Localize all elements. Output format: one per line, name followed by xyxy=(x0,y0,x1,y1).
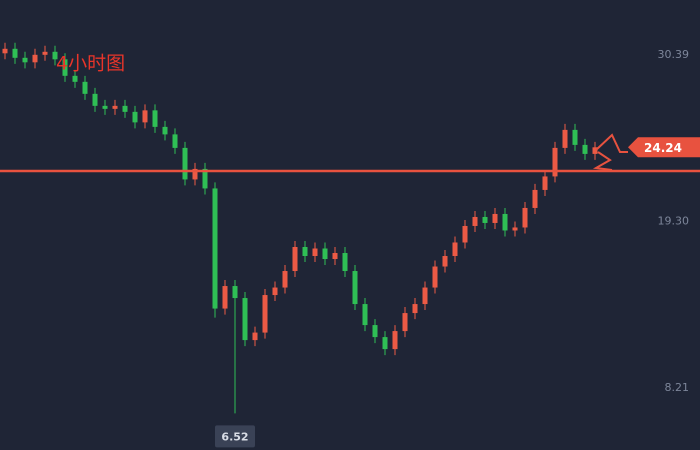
candle-body xyxy=(92,93,98,106)
candle-body xyxy=(492,213,498,223)
low-label-box xyxy=(215,425,255,448)
candle-body xyxy=(382,337,388,350)
candle-body xyxy=(212,188,218,309)
candle-body xyxy=(392,331,398,350)
candle-body xyxy=(362,304,368,326)
candle-body xyxy=(532,189,538,208)
candle-body xyxy=(522,207,528,228)
candle-body xyxy=(242,298,248,341)
candle-body xyxy=(72,75,78,82)
candle-body xyxy=(162,126,168,135)
candle-body xyxy=(42,51,48,55)
low-label: 6.52 xyxy=(221,430,248,443)
candle-body xyxy=(52,51,58,60)
candle-body xyxy=(62,59,68,76)
candle-body xyxy=(292,246,298,272)
candle-body xyxy=(222,286,228,309)
y-tick-label: 30.39 xyxy=(658,48,690,61)
candle-body xyxy=(462,225,468,243)
candle-body xyxy=(342,253,348,272)
candle-body xyxy=(592,147,598,154)
candle-body xyxy=(182,147,188,180)
plot: 30.39 19.30 8.21 6.52 xyxy=(2,42,690,448)
candle-body xyxy=(442,256,448,267)
candle-body xyxy=(512,227,518,231)
candle-body xyxy=(282,271,288,288)
candle-body xyxy=(582,144,588,154)
candle-body xyxy=(122,105,128,112)
candle-body xyxy=(402,313,408,332)
candle-body xyxy=(112,105,118,109)
candle-body xyxy=(152,110,158,127)
candle-body xyxy=(102,105,108,109)
candle-body xyxy=(22,57,28,63)
last-price-label: 24.24 xyxy=(644,141,682,155)
candle-body xyxy=(332,253,338,260)
candle-body xyxy=(2,48,8,54)
candle-body xyxy=(202,168,208,189)
annotation-arrow xyxy=(595,133,628,153)
candle-body xyxy=(272,287,278,296)
candle-body xyxy=(542,176,548,190)
candle-body xyxy=(132,111,138,123)
candle-body xyxy=(192,168,198,180)
candle-body xyxy=(172,134,178,148)
candle-body xyxy=(82,81,88,94)
candle-body xyxy=(482,216,488,223)
chart-title: 4小时图 xyxy=(56,53,125,75)
candle-body xyxy=(262,295,268,333)
candle-body xyxy=(142,110,148,123)
candle-body xyxy=(252,332,258,341)
candle-body xyxy=(322,248,328,260)
candle-body xyxy=(12,48,18,58)
candle-body xyxy=(232,286,238,299)
candle-body xyxy=(452,242,458,257)
candle-body xyxy=(562,129,568,148)
y-tick-label: 8.21 xyxy=(665,381,690,394)
y-tick-label: 19.30 xyxy=(658,214,690,227)
candle-body xyxy=(572,129,578,145)
candle-body xyxy=(432,266,438,288)
candle-body xyxy=(502,213,508,231)
candle-body xyxy=(312,248,318,257)
annotation-arrow xyxy=(592,151,613,171)
candle-body xyxy=(552,147,558,177)
candle-body xyxy=(372,325,378,338)
candle-body xyxy=(472,216,478,226)
candle-body xyxy=(32,54,38,63)
candle-body xyxy=(422,287,428,305)
candle-body xyxy=(412,304,418,314)
candle-body xyxy=(302,246,308,257)
candle-body xyxy=(352,271,358,305)
price-tag xyxy=(628,137,700,158)
